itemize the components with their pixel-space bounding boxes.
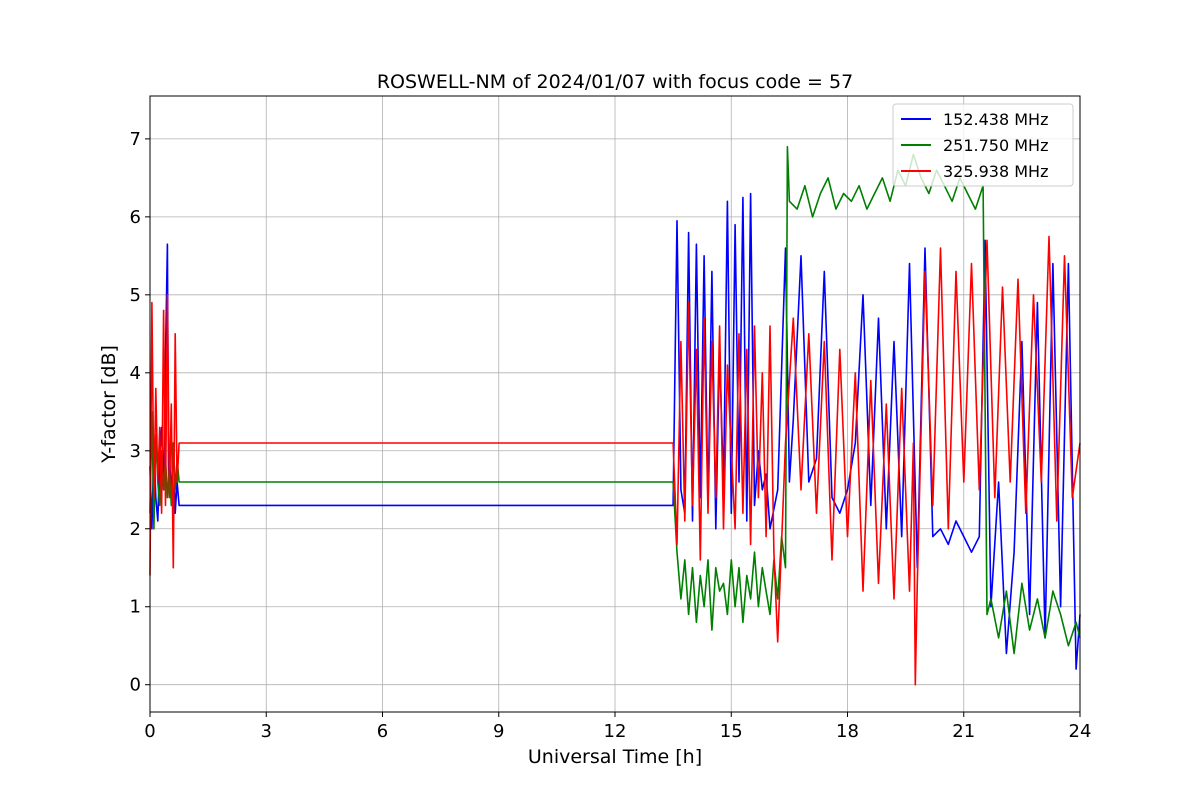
x-tick-label: 6 xyxy=(377,721,388,742)
x-tick-label: 18 xyxy=(836,721,859,742)
y-tick-label: 4 xyxy=(130,363,141,384)
x-tick-label: 0 xyxy=(144,721,155,742)
y-tick-label: 3 xyxy=(130,441,141,462)
series-line-1 xyxy=(149,192,1081,670)
y-tick-label: 5 xyxy=(130,285,141,306)
plot-lines xyxy=(149,145,1081,686)
legend-label: 251.750 MHz xyxy=(943,136,1048,155)
legend-label: 325.938 MHz xyxy=(943,162,1048,181)
legend-label: 152.438 MHz xyxy=(943,110,1048,129)
y-axis: 0 1 2 3 4 5 6 7 xyxy=(130,129,150,696)
x-tick-label: 9 xyxy=(493,721,504,742)
chart-title: ROSWELL-NM of 2024/01/07 with focus code… xyxy=(377,71,853,93)
y-tick-label: 1 xyxy=(130,597,141,618)
x-axis: 0 3 6 9 12 15 18 21 24 xyxy=(144,712,1091,742)
x-axis-label: Universal Time [h] xyxy=(528,746,702,768)
y-tick-label: 7 xyxy=(130,129,141,150)
y-axis-label: Y-factor [dB] xyxy=(98,345,120,464)
legend: 152.438 MHz 251.750 MHz 325.938 MHz xyxy=(892,103,1074,187)
x-tick-label: 3 xyxy=(261,721,272,742)
legend-box xyxy=(892,103,1074,187)
x-tick-label: 21 xyxy=(952,721,975,742)
grid xyxy=(149,96,1081,712)
x-tick-label: 15 xyxy=(720,721,743,742)
x-tick-label: 24 xyxy=(1069,721,1092,742)
x-tick-label: 12 xyxy=(604,721,627,742)
y-tick-label: 6 xyxy=(130,207,141,228)
y-tick-label: 0 xyxy=(130,675,141,696)
y-tick-label: 2 xyxy=(130,519,141,540)
series-line-3 xyxy=(149,235,1081,686)
